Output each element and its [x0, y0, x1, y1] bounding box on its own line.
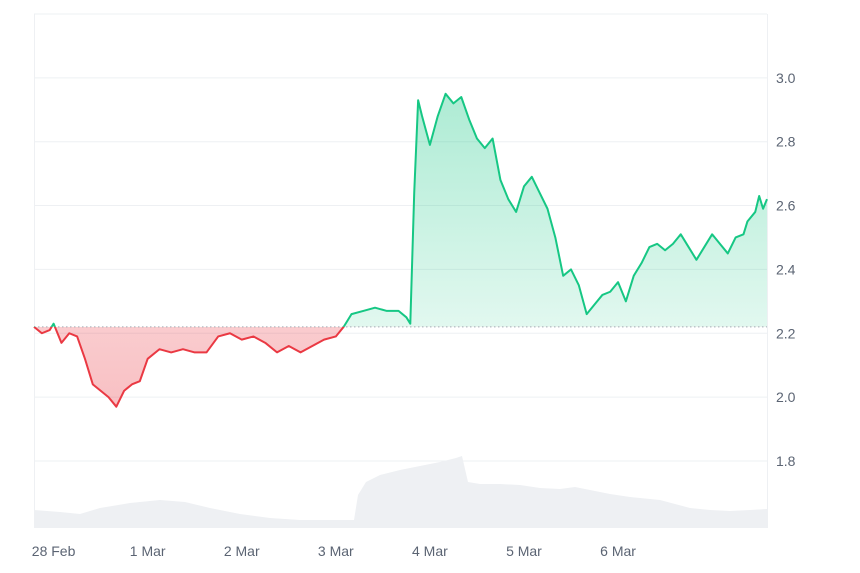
x-tick-label: 3 Mar [318, 543, 354, 559]
x-tick-label: 1 Mar [130, 543, 166, 559]
x-tick-label: 28 Feb [32, 543, 76, 559]
x-tick-label: 4 Mar [412, 543, 448, 559]
y-tick-label: 2.2 [776, 325, 796, 341]
y-tick-label: 2.4 [776, 261, 796, 277]
y-tick-label: 2.0 [776, 389, 796, 405]
y-tick-label: 2.6 [776, 198, 796, 214]
x-tick-label: 5 Mar [506, 543, 542, 559]
x-tick-label: 6 Mar [600, 543, 636, 559]
area-below-baseline [34, 326, 767, 407]
price-line-up [34, 92, 768, 327]
volume-area [34, 456, 767, 528]
y-tick-label: 2.8 [776, 134, 796, 150]
x-tick-label: 2 Mar [224, 543, 260, 559]
y-tick-label: 3.0 [776, 70, 796, 86]
y-tick-label: 1.8 [776, 453, 796, 469]
price-line-down [33, 326, 345, 408]
area-above-baseline [51, 93, 767, 327]
